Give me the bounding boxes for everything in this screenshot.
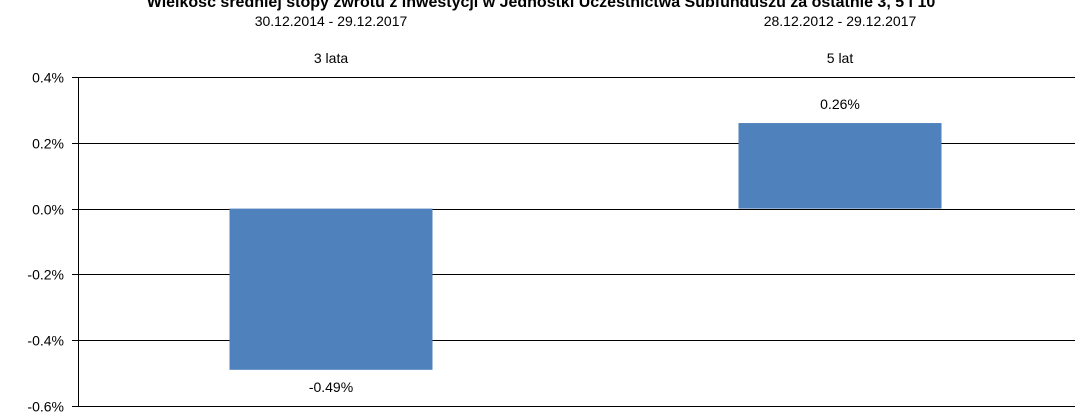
y-tick-label: -0.4% (27, 333, 64, 349)
category-label: 3 lata (314, 50, 348, 66)
chart-title: Wielkość średniej stopy zwrotu z inwesty… (147, 0, 936, 11)
y-tick-label: -0.2% (27, 267, 64, 283)
y-tick-label: 0.0% (32, 202, 64, 218)
y-tick-label: -0.6% (27, 399, 64, 414)
y-tick-label: 0.2% (32, 136, 64, 152)
period-label: 28.12.2012 - 29.12.2017 (764, 13, 917, 29)
period-label: 30.12.2014 - 29.12.2017 (255, 13, 408, 29)
y-tick-label: 0.4% (32, 70, 64, 86)
bar-1 (738, 123, 942, 209)
bar-0 (229, 208, 433, 370)
data-label: -0.49% (309, 379, 353, 395)
data-label: 0.26% (820, 96, 860, 112)
category-label: 5 lat (827, 50, 854, 66)
